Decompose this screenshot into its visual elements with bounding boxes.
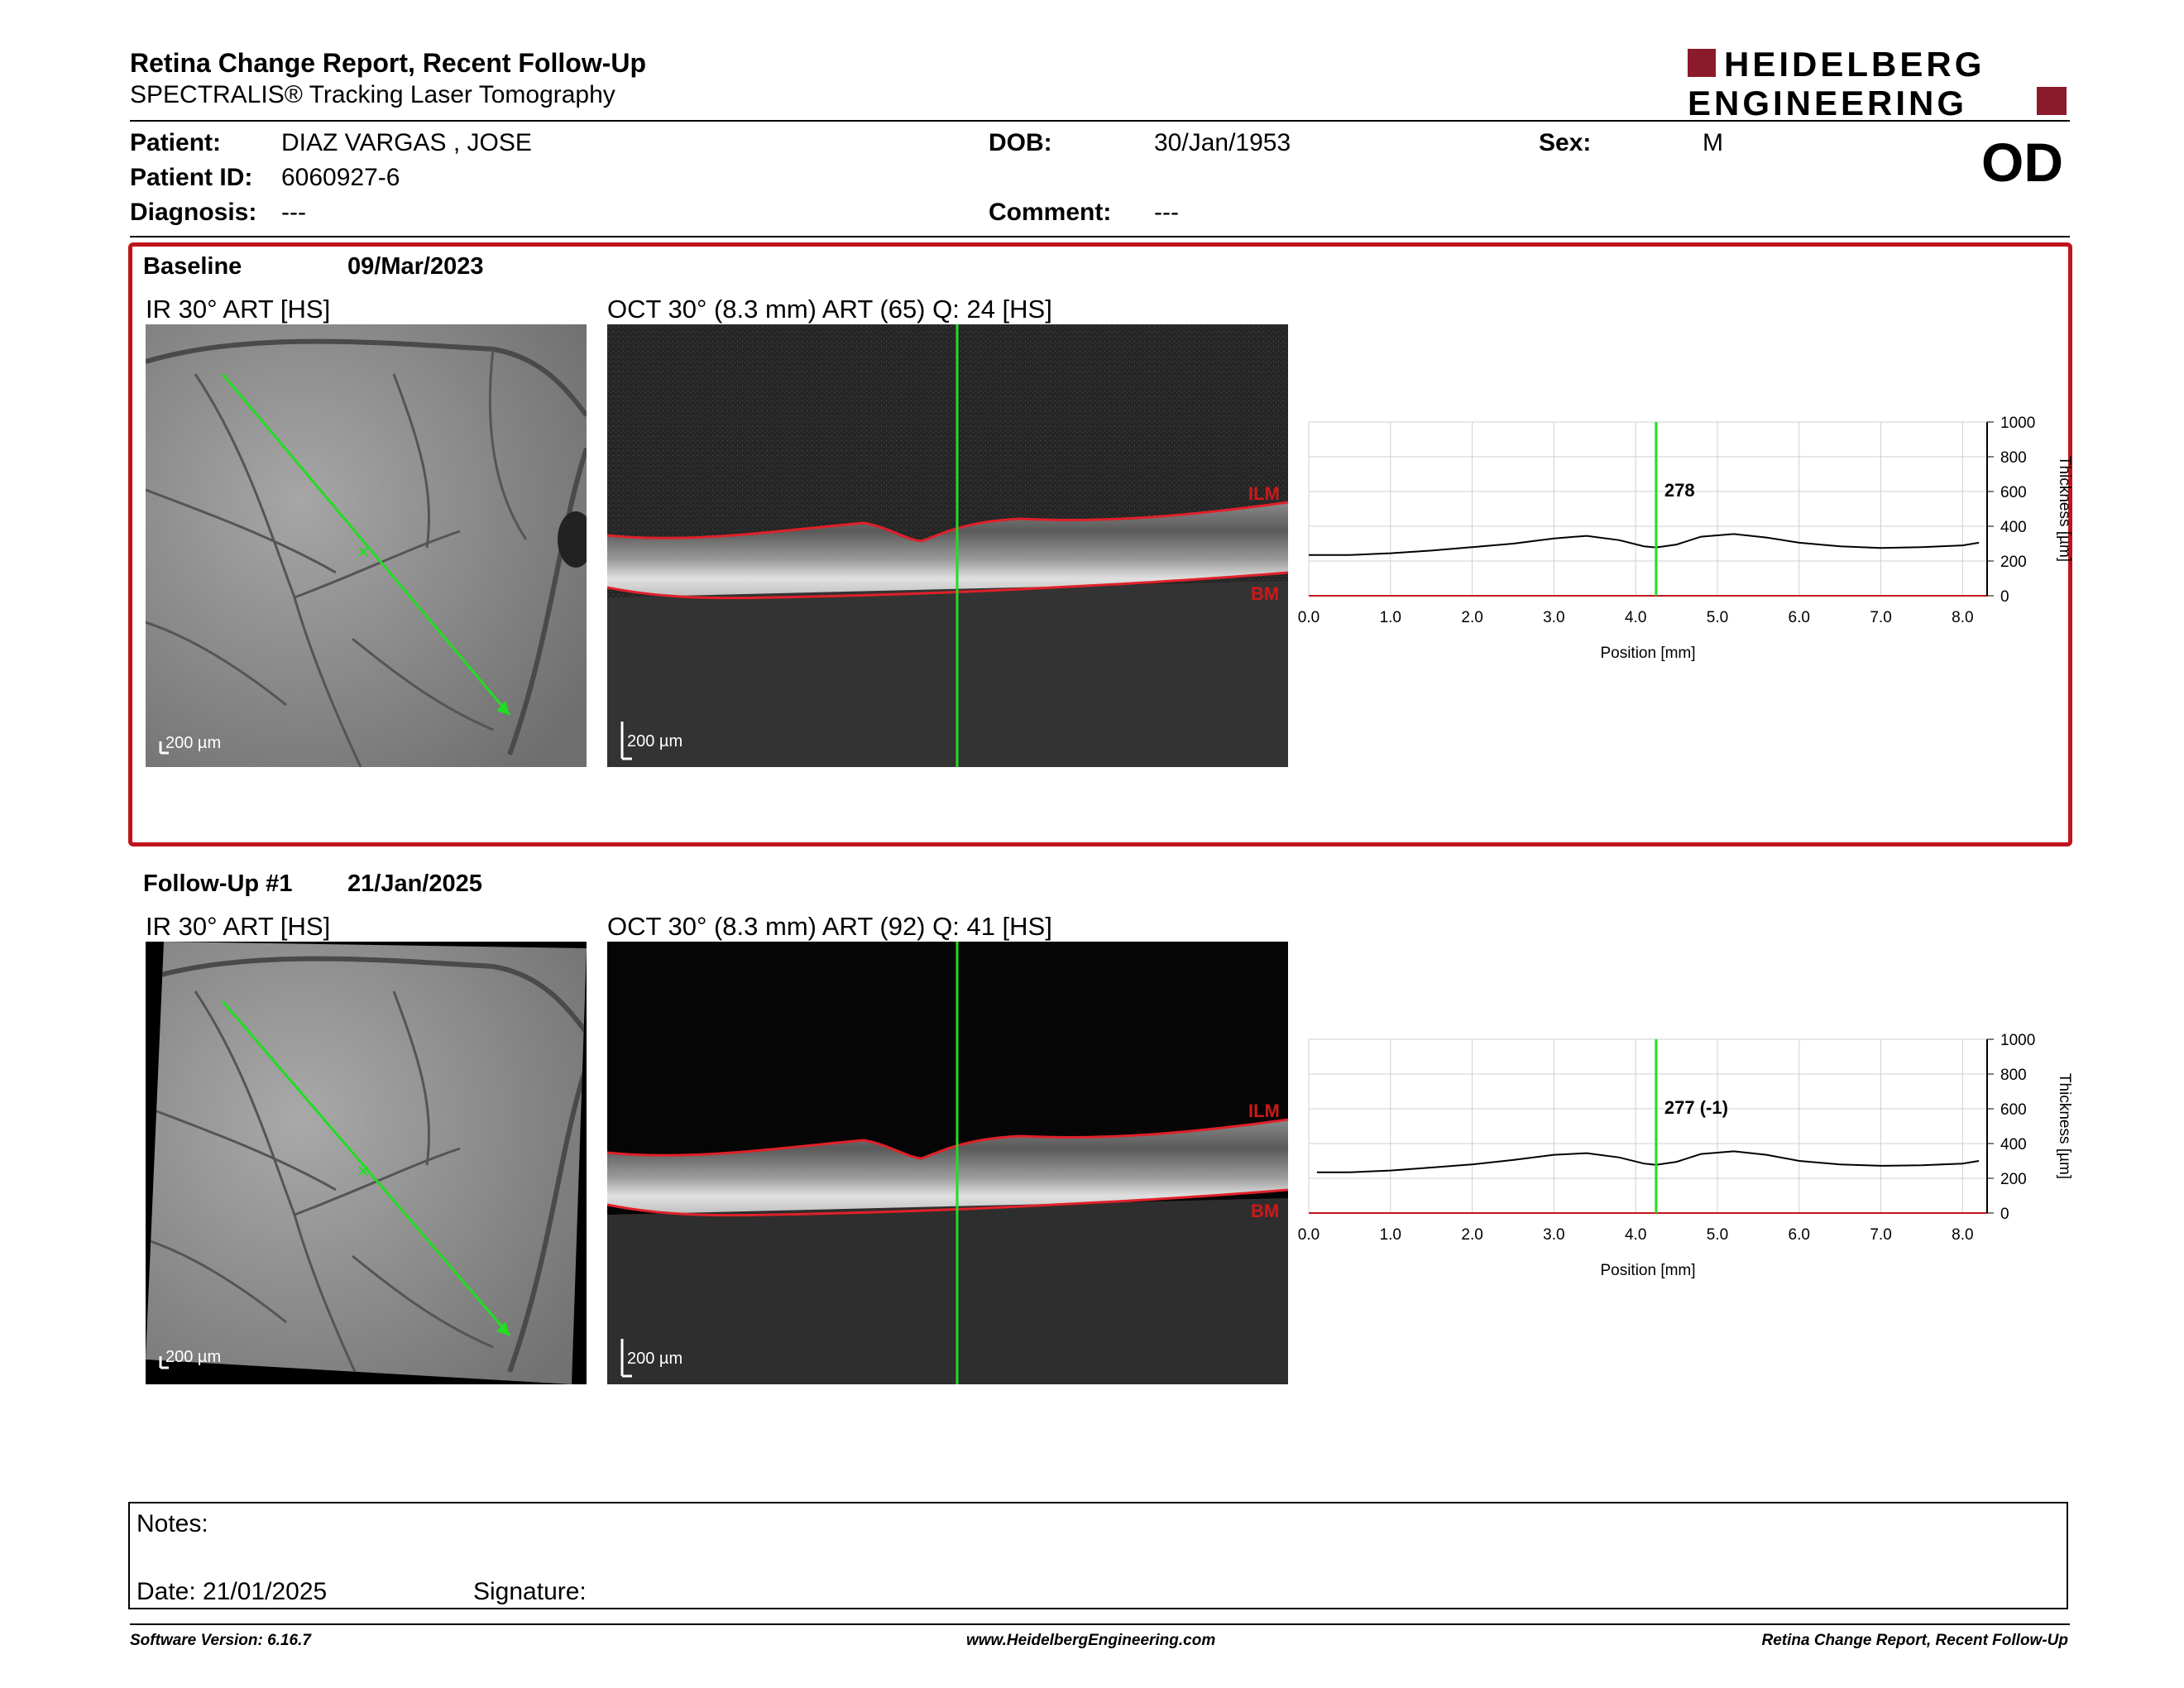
x-tick-label: 6.0 (1789, 609, 1810, 626)
diagnosis-value: --- (281, 199, 306, 226)
y-tick-label: 400 (2000, 1136, 2027, 1153)
baseline-ir-fundus-image: 200 µm (146, 324, 587, 767)
followup-oct-label: OCT 30° (8.3 mm) ART (92) Q: 41 [HS] (607, 912, 1052, 941)
baseline-thickness-chart: 0.0 1.0 2.0 3.0 4.0 5.0 6.0 7.0 8.0 0 200 400 600 800… (1298, 415, 2073, 662)
followup-ilm-label: ILM (1248, 1101, 1280, 1121)
report-title: Retina Change Report, Recent Follow-Up (130, 48, 647, 78)
y-tick-label: 200 (2000, 554, 2027, 571)
followup-ir-fundus-image: 200 µm (146, 942, 587, 1384)
patient-divider (130, 236, 2070, 237)
x-tick-label: 3.0 (1543, 609, 1564, 626)
x-tick-label: 0.0 (1298, 1226, 1320, 1244)
x-tick-label: 2.0 (1461, 1226, 1482, 1244)
y-tick-label: 1000 (2000, 1032, 2035, 1049)
baseline-oct-scale: 200 µm (627, 732, 682, 750)
x-axis-label: Position [mm] (1600, 645, 1695, 662)
x-tick-label: 8.0 (1952, 1226, 1973, 1244)
diagnosis-label: Diagnosis: (130, 199, 257, 226)
x-tick-label: 6.0 (1789, 1226, 1810, 1244)
dob-value: 30/Jan/1953 (1154, 129, 1291, 156)
comment-value: --- (1154, 199, 1179, 226)
x-tick-label: 1.0 (1380, 1226, 1401, 1244)
notes-box: Notes: Date: 21/01/2025 Signature: (128, 1502, 2068, 1609)
followup-oct-scale: 200 µm (627, 1350, 682, 1368)
x-tick-label: 3.0 (1543, 1226, 1564, 1244)
x-tick-label: 7.0 (1870, 609, 1891, 626)
followup-thickness-chart: 0.0 1.0 2.0 3.0 4.0 5.0 6.0 7.0 8.0 0 200 400 600 800… (1298, 1032, 2073, 1279)
baseline-bm-label: BM (1251, 583, 1279, 604)
followup-ir-scale: 200 µm (165, 1348, 221, 1366)
x-tick-label: 7.0 (1870, 1226, 1891, 1244)
patient-name: DIAZ VARGAS , JOSE (281, 129, 532, 156)
x-tick-label: 8.0 (1952, 609, 1973, 626)
patient-label: Patient: (130, 129, 222, 156)
y-tick-label: 800 (2000, 1067, 2027, 1084)
report-subtitle: SPECTRALIS® Tracking Laser Tomography (130, 81, 615, 108)
y-axis-label: Thickness [µm] (2056, 456, 2073, 562)
x-tick-label: 4.0 (1625, 609, 1646, 626)
logo-line1: HEIDELBERG (1724, 46, 1985, 84)
x-tick-label: 5.0 (1707, 1226, 1728, 1244)
followup-ir-label: IR 30° ART [HS] (146, 912, 331, 941)
y-tick-label: 0 (2000, 1206, 2009, 1223)
dob-label: DOB: (989, 129, 1052, 156)
y-tick-label: 1000 (2000, 415, 2035, 432)
y-tick-label: 600 (2000, 1101, 2027, 1119)
baseline-ilm-label: ILM (1248, 483, 1280, 504)
x-tick-label: 1.0 (1380, 609, 1401, 626)
notes-signature: Signature: (473, 1578, 587, 1605)
x-tick-label: 0.0 (1298, 609, 1320, 626)
x-tick-label: 2.0 (1461, 609, 1482, 626)
eye-indicator: OD (1981, 132, 2063, 193)
baseline-oct-bscan-image: ILM BM 200 µm (607, 324, 1288, 767)
x-tick-label: 4.0 (1625, 1226, 1646, 1244)
followup-label: Follow-Up #1 (143, 870, 293, 897)
notes-label: Notes: (136, 1510, 208, 1537)
x-axis-label: Position [mm] (1600, 1262, 1695, 1279)
baseline-ir-label: IR 30° ART [HS] (146, 295, 331, 324)
thickness-series-line (1309, 533, 1980, 556)
notes-date: Date: 21/01/2025 (136, 1578, 328, 1605)
baseline-highlight-frame (128, 242, 2072, 846)
heidelberg-logo: HEIDELBERG ENGINEERING (1688, 46, 2067, 120)
patient-id-label: Patient ID: (130, 164, 253, 191)
baseline-label: Baseline (143, 253, 242, 280)
cursor-thickness-label: 278 (1664, 480, 1695, 501)
x-tick-label: 5.0 (1707, 609, 1728, 626)
comment-label: Comment: (989, 199, 1112, 226)
cursor-thickness-label: 277 (-1) (1664, 1097, 1728, 1118)
patient-id: 6060927-6 (281, 164, 400, 191)
baseline-oct-label: OCT 30° (8.3 mm) ART (65) Q: 24 [HS] (607, 295, 1052, 324)
footer-website-link[interactable]: www.HeidelbergEngineering.com (966, 1632, 1216, 1649)
sex-value: M (1703, 129, 1723, 156)
y-tick-label: 200 (2000, 1171, 2027, 1188)
footer-software-version: Software Version: 6.16.7 (130, 1632, 311, 1649)
y-tick-label: 0 (2000, 588, 2009, 606)
y-tick-label: 800 (2000, 449, 2027, 467)
sex-label: Sex: (1539, 129, 1592, 156)
followup-oct-bscan-image: ILM BM 200 µm (607, 942, 1288, 1384)
y-tick-label: 400 (2000, 519, 2027, 536)
footer-divider (130, 1623, 2070, 1625)
y-tick-label: 600 (2000, 484, 2027, 501)
followup-date: 21/Jan/2025 (347, 870, 482, 897)
footer-report-name: Retina Change Report, Recent Follow-Up (1761, 1632, 2068, 1649)
followup-bm-label: BM (1251, 1201, 1279, 1221)
logo-line2: ENGINEERING (1688, 84, 1967, 120)
baseline-ir-scale: 200 µm (165, 734, 221, 752)
thickness-series-line (1316, 1150, 1980, 1173)
header-divider (130, 120, 2070, 122)
baseline-date: 09/Mar/2023 (347, 253, 484, 280)
y-axis-label: Thickness [µm] (2056, 1073, 2073, 1179)
